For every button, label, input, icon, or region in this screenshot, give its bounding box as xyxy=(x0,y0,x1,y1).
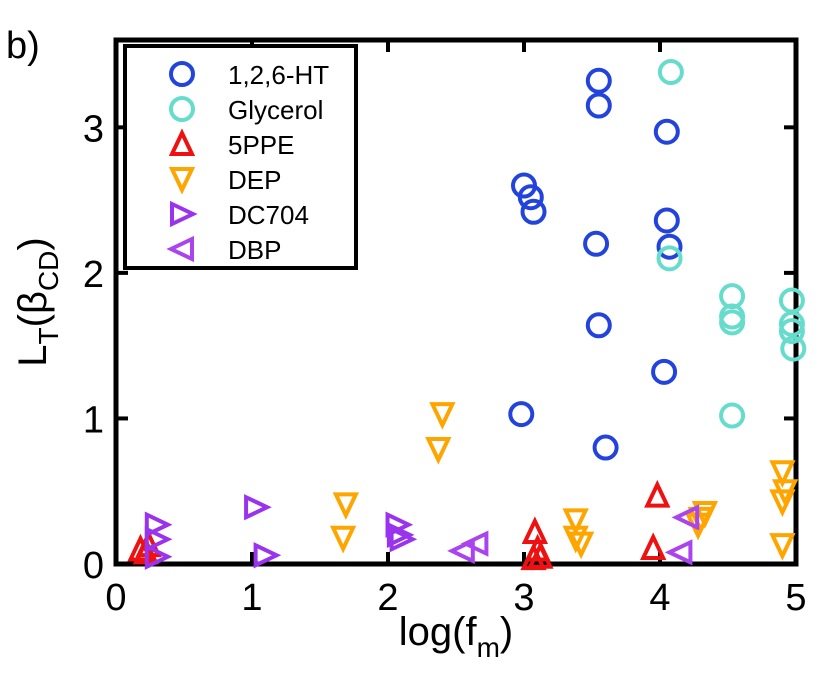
point-glycerol xyxy=(657,59,684,86)
point-glycerol xyxy=(780,335,807,362)
point-5ppe xyxy=(644,479,671,508)
point-1-2-6-ht xyxy=(585,67,612,94)
legend-marker-1-2-6-ht xyxy=(169,61,195,87)
x-tick-label: 5 xyxy=(785,577,806,619)
point-dep xyxy=(562,508,589,536)
data-points xyxy=(127,59,807,571)
panel-label: b) xyxy=(6,25,40,67)
x-tick-label: 4 xyxy=(649,577,670,619)
legend-label: DC704 xyxy=(228,200,309,230)
point-1-2-6-ht xyxy=(520,198,547,225)
point-dep xyxy=(769,460,796,488)
x-tick-label: 1 xyxy=(241,577,262,619)
y-tick-label: 3 xyxy=(83,108,104,150)
y-tick-label: 0 xyxy=(83,545,104,587)
legend-label: DBP xyxy=(228,235,281,265)
legend-marker-5ppe xyxy=(168,128,196,156)
legend-label: DEP xyxy=(228,165,281,195)
point-dep xyxy=(329,525,357,554)
legend-marker-dc704 xyxy=(170,200,198,228)
point-dep xyxy=(562,525,589,554)
point-dc704 xyxy=(144,526,173,553)
point-dep xyxy=(567,531,595,560)
point-dep xyxy=(429,402,456,430)
point-dbp xyxy=(460,530,489,557)
point-1-2-6-ht xyxy=(583,230,610,257)
y-tick-label: 2 xyxy=(83,254,104,296)
point-dep xyxy=(332,492,360,520)
point-5ppe xyxy=(640,532,667,560)
x-tick-label: 3 xyxy=(513,577,534,619)
point-glycerol xyxy=(719,402,746,429)
point-dbp xyxy=(671,504,700,531)
point-dc704 xyxy=(253,542,282,569)
legend-label: 5PPE xyxy=(228,130,295,160)
x-tick-labels: 0 1 2 3 4 5 xyxy=(105,577,806,619)
point-1-2-6-ht xyxy=(585,312,612,339)
legend-marker-dbp xyxy=(166,235,194,263)
point-1-2-6-ht xyxy=(585,92,612,119)
point-glycerol xyxy=(778,310,805,337)
point-5ppe xyxy=(520,542,547,571)
legend-marker-glycerol xyxy=(169,96,195,122)
y-axis-label: LT(βCD) xyxy=(11,237,64,366)
x-tick-label: 0 xyxy=(105,577,126,619)
point-dc704 xyxy=(244,494,272,521)
point-1-2-6-ht xyxy=(653,207,680,234)
legend-box xyxy=(123,44,358,270)
legend-label: Glycerol xyxy=(228,95,323,125)
point-1-2-6-ht xyxy=(651,358,678,385)
point-dc704 xyxy=(144,543,173,570)
point-dc704 xyxy=(389,526,418,553)
x-tick-label: 2 xyxy=(377,577,398,619)
point-dbp xyxy=(447,537,475,565)
legend-label: 1,2,6-HT xyxy=(228,60,329,90)
point-glycerol xyxy=(656,245,683,272)
point-1-2-6-ht xyxy=(653,118,680,145)
legend-marker-dep xyxy=(168,167,196,195)
axis-ticks xyxy=(114,40,798,566)
point-1-2-6-ht xyxy=(508,401,535,428)
point-dep xyxy=(425,437,452,465)
point-glycerol xyxy=(778,318,805,345)
point-dc704 xyxy=(144,511,173,538)
point-glycerol xyxy=(719,309,746,336)
legend: 1,2,6-HT Glycerol 5PPE DEP DC704 DBP xyxy=(123,44,358,270)
point-1-2-6-ht xyxy=(592,434,619,461)
y-tick-labels: 0 1 2 3 xyxy=(83,108,104,587)
y-tick-label: 1 xyxy=(83,399,104,441)
x-axis-label: log(fm) xyxy=(399,610,513,663)
point-dc704 xyxy=(386,521,415,549)
point-dbp xyxy=(664,539,693,566)
point-dep xyxy=(769,533,796,561)
point-dep xyxy=(769,489,796,518)
point-1-2-6-ht xyxy=(656,233,683,260)
point-1-2-6-ht xyxy=(517,184,544,211)
